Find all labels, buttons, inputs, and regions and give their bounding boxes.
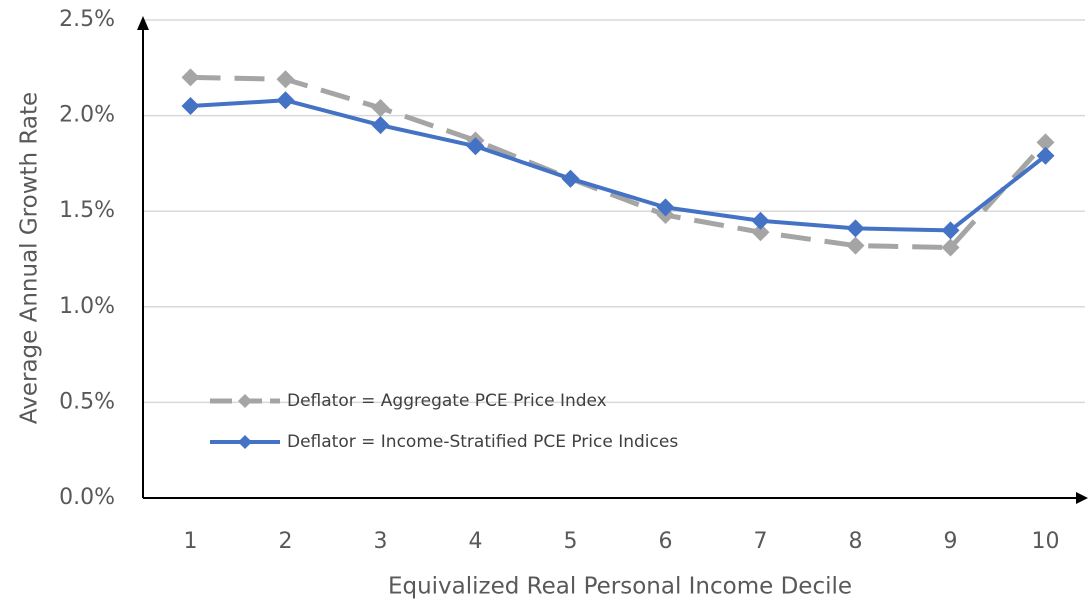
y-tick-label: 0.5% xyxy=(59,389,115,414)
marker xyxy=(371,116,390,135)
marker xyxy=(561,169,580,188)
x-tick-label: 1 xyxy=(184,529,198,554)
marker xyxy=(656,198,675,217)
legend-label: Deflator = Income-Stratified PCE Price I… xyxy=(287,432,678,452)
marker xyxy=(846,236,865,255)
series-line xyxy=(190,74,1048,251)
x-axis-arrow xyxy=(1076,492,1088,504)
y-tick-label: 1.0% xyxy=(59,294,115,319)
x-tick-label: 4 xyxy=(469,529,483,554)
x-tick-label: 2 xyxy=(279,529,293,554)
x-axis-title: Equivalized Real Personal Income Decile xyxy=(388,574,852,600)
x-tick-label: 9 xyxy=(944,529,958,554)
marker xyxy=(371,98,390,117)
marker xyxy=(1036,133,1055,152)
x-tick-label: 10 xyxy=(1032,529,1060,554)
y-axis-title: Average Annual Growth Rate xyxy=(17,92,43,424)
x-tick-label: 7 xyxy=(754,529,768,554)
marker xyxy=(751,223,770,242)
marker xyxy=(276,70,295,89)
x-tick-label: 5 xyxy=(564,529,578,554)
x-tick-label: 3 xyxy=(374,529,388,554)
marker xyxy=(276,91,295,110)
marker xyxy=(181,68,200,87)
marker xyxy=(181,97,200,116)
series-line xyxy=(190,98,1047,233)
legend-marker xyxy=(238,435,252,449)
legend-label: Deflator = Aggregate PCE Price Index xyxy=(287,391,607,411)
marker xyxy=(941,221,960,240)
y-tick-label: 2.5% xyxy=(59,7,115,32)
marker xyxy=(846,219,865,238)
x-tick-label: 6 xyxy=(659,529,673,554)
marker xyxy=(1036,146,1055,165)
marker xyxy=(466,137,485,156)
y-tick-label: 0.0% xyxy=(59,485,115,510)
marker xyxy=(751,211,770,230)
y-tick-label: 1.5% xyxy=(59,198,115,223)
x-tick-label: 8 xyxy=(849,529,863,554)
legend-marker xyxy=(238,394,252,408)
marker xyxy=(941,238,960,257)
y-tick-label: 2.0% xyxy=(59,103,115,128)
y-axis-arrow xyxy=(137,16,149,30)
